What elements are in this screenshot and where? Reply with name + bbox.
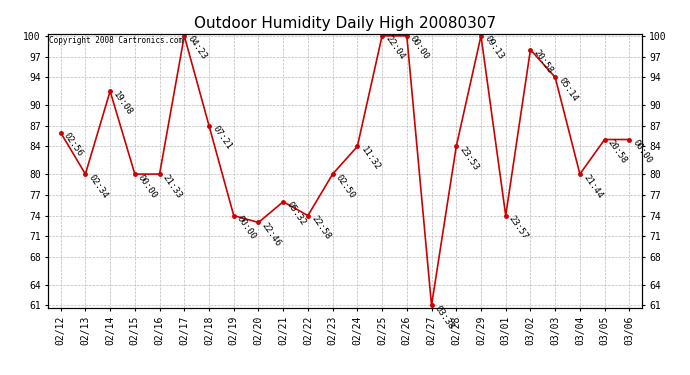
Text: Copyright 2008 Cartronics.com: Copyright 2008 Cartronics.com [50, 36, 184, 45]
Text: 05:32: 05:32 [284, 200, 307, 228]
Text: 21:33: 21:33 [161, 173, 184, 200]
Text: 02:50: 02:50 [334, 173, 357, 200]
Text: 23:53: 23:53 [457, 145, 480, 172]
Text: 19:08: 19:08 [112, 90, 135, 117]
Text: 20:58: 20:58 [532, 48, 555, 75]
Text: 22:58: 22:58 [309, 214, 332, 242]
Title: Outdoor Humidity Daily High 20080307: Outdoor Humidity Daily High 20080307 [194, 16, 496, 31]
Text: 00:00: 00:00 [136, 173, 159, 200]
Text: 11:32: 11:32 [359, 145, 382, 172]
Text: 02:34: 02:34 [87, 173, 110, 200]
Text: 07:21: 07:21 [210, 124, 233, 152]
Text: 23:57: 23:57 [507, 214, 530, 242]
Text: 00:00: 00:00 [408, 34, 431, 62]
Text: 05:14: 05:14 [557, 76, 580, 103]
Text: 02:56: 02:56 [62, 131, 85, 158]
Text: 03:38: 03:38 [433, 304, 455, 331]
Text: 00:00: 00:00 [631, 138, 653, 165]
Text: 09:13: 09:13 [482, 34, 505, 62]
Text: 04:23: 04:23 [186, 34, 208, 62]
Text: 22:04: 22:04 [384, 34, 406, 62]
Text: 20:58: 20:58 [606, 138, 629, 165]
Text: 00:00: 00:00 [235, 214, 258, 242]
Text: 22:46: 22:46 [260, 221, 283, 248]
Text: 21:44: 21:44 [581, 173, 604, 200]
